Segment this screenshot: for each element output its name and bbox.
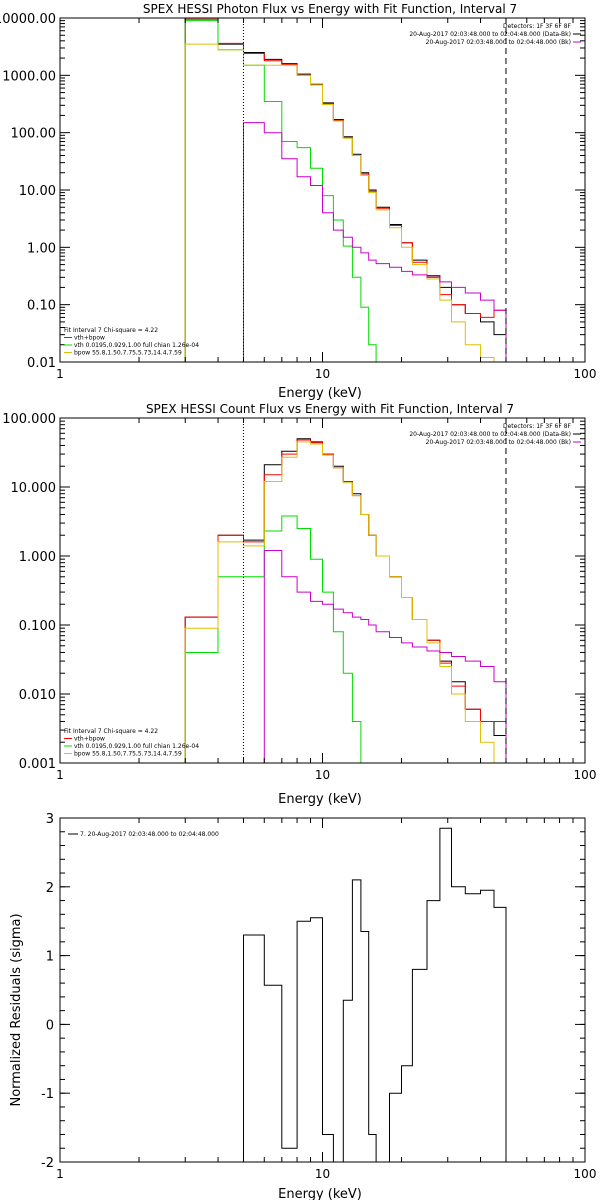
x-tick-label: 100 [574,1167,597,1181]
power-law-histogram [184,441,506,763]
y-tick-label: 0.010 [19,688,56,703]
count-flux-xlabel: Energy (keV) [278,792,362,807]
x-tick-label: 10 [315,768,330,782]
legend-bottom-entry: Fit Interval 7 Chi-square = 4.22 [64,728,158,735]
photon-flux-panel: SPEX HESSI Photon Flux vs Energy with Fi… [0,2,596,401]
legend-bottom-entry: vth 0.0195,0.929,1.00 full chian 1.26e-0… [74,342,199,349]
thermal-histogram [184,515,506,763]
background-histogram [243,550,507,763]
legend-top-entry: Detectors: 1F 3F 6F 8F [503,23,572,30]
x-tick-label: 1 [56,1167,64,1181]
y-tick-label: 1.00 [27,241,56,256]
y-tick-label: -1 [41,1087,54,1102]
x-tick-label: 10 [315,1167,330,1181]
legend-top-entry: 20-Aug-2017 02:03:48.000 to 02:04:48.000… [426,39,571,46]
count-flux-panel: SPEX HESSI Count Flux vs Energy with Fit… [2,402,596,807]
y-tick-label: 1 [46,950,54,965]
legend-bottom-entry: vth+bpow [74,736,105,743]
legend-bottom-entry: bpow 55.8,1.50,7.75,5.73,14.4,7.59 [74,350,182,357]
x-tick-label: 100 [574,768,597,782]
y-tick-label: 0.10 [27,299,56,314]
photon-flux-xlabel: Energy (keV) [278,386,362,401]
legend-bottom-entry: Fit Interval 7 Chi-square = 4.22 [64,327,158,334]
y-tick-label: 100.00 [11,127,57,142]
residual-histogram [243,827,507,1162]
y-tick-label: 2 [46,881,54,896]
count-flux-title: SPEX HESSI Count Flux vs Energy with Fit… [146,402,514,416]
y-tick-label: 0.01 [27,356,56,371]
y-tick-label: 1000.00 [2,69,56,84]
residuals-ylabel: Normalized Residuals (sigma) [9,913,24,1106]
legend-top-entry: 20-Aug-2017 02:03:48.000 to 02:04:48.000… [409,31,571,38]
y-tick-label: 0.100 [19,619,56,634]
y-tick-label: 3 [46,812,54,827]
y-tick-label: 0 [46,1018,54,1033]
model-histogram [184,18,507,362]
y-tick-label: 100.000 [2,412,56,427]
legend-top-entry: 20-Aug-2017 02:03:48.000 to 02:04:48.000… [426,439,571,446]
legend-top-entry: 7. 20-Aug-2017 02:03:48.000 to 02:04:48.… [80,831,219,838]
model-histogram [184,439,507,763]
data-histogram [184,438,507,763]
legend-bottom-entry: vth 0.0195,0.929,1.00 full chian 1.26e-0… [74,743,199,750]
data-histogram [184,18,507,362]
power-law-histogram [184,43,506,362]
y-tick-label: 0.001 [19,757,56,772]
x-tick-label: 100 [574,367,597,381]
x-tick-label: 1 [56,768,64,782]
x-tick-label: 1 [56,367,64,381]
y-tick-label: -2 [41,1156,54,1171]
thermal-histogram [184,20,506,362]
y-tick-label: 10.00 [19,184,56,199]
y-tick-label: 1.000 [19,550,56,565]
y-tick-label: 10000.00 [0,12,56,27]
residuals-xlabel: Energy (keV) [278,1187,362,1200]
photon-flux-title: SPEX HESSI Photon Flux vs Energy with Fi… [143,2,517,16]
legend-top-entry: Detectors: 1F 3F 6F 8F [503,423,572,430]
legend-bottom-entry: bpow 55.8,1.50,7.75,5.73,14.4,7.59 [74,751,182,758]
legend-bottom-entry: vth+bpow [74,335,105,342]
background-histogram [243,122,507,362]
x-tick-label: 10 [315,367,330,381]
y-tick-label: 10.000 [11,481,57,496]
legend-top-entry: 20-Aug-2017 02:03:48.000 to 02:04:48.000… [409,431,571,438]
residuals-panel: 1 10 100 -2 -1 0 1 2 3 7. 20-Aug-2017 02:03:48.0… [9,812,596,1200]
